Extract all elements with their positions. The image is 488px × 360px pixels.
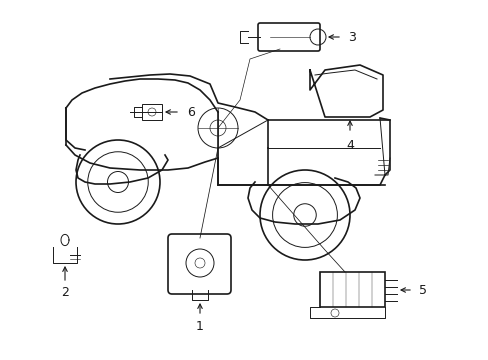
Bar	[142, 104, 162, 120]
Text: 1: 1	[196, 320, 203, 333]
Text: 4: 4	[346, 139, 353, 152]
Text: 6: 6	[186, 105, 195, 118]
Text: 3: 3	[347, 31, 355, 44]
Bar	[319, 272, 384, 307]
Text: 5: 5	[418, 284, 426, 297]
Text: 2: 2	[61, 287, 69, 300]
